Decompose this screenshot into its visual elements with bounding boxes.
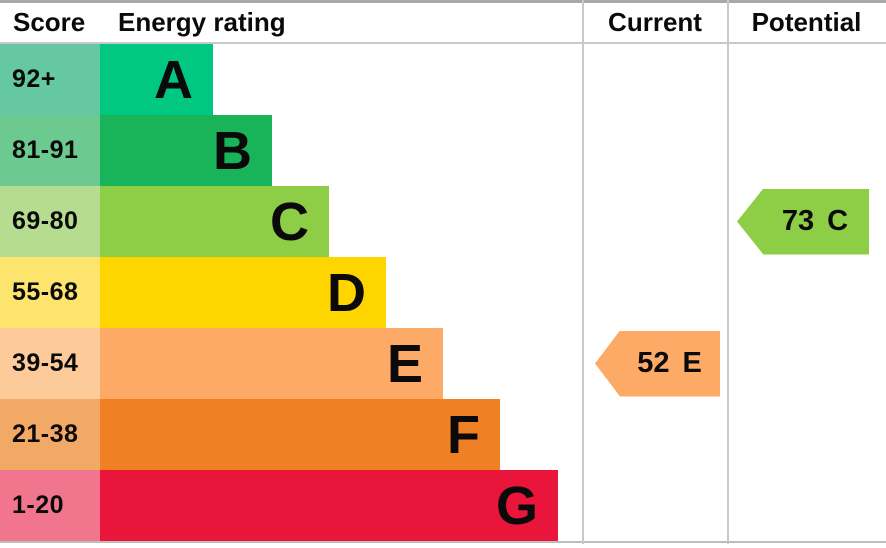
energy-band-bar-a: A [100, 44, 213, 115]
current-band-letter: E [682, 347, 702, 379]
energy-band-bar-g: G [100, 470, 558, 541]
current-column-divider [582, 0, 584, 544]
band-letter: E [386, 333, 423, 394]
score-column-header: Score [13, 7, 86, 37]
energy-band-bar-b: B [100, 115, 272, 186]
band-row-d: 55-68 D [0, 257, 558, 328]
potential-column-divider [727, 0, 729, 544]
energy-rating-column-header: Energy rating [118, 7, 286, 37]
band-row-a: 92+ A [0, 44, 558, 115]
bottom-border [0, 541, 886, 543]
potential-score-value: 73 [781, 205, 815, 237]
energy-band-bar-f: F [100, 399, 500, 470]
band-letter: A [154, 49, 193, 110]
band-letter: C [270, 191, 309, 252]
band-row-b: 81-91 B [0, 115, 558, 186]
score-range-label: 55-68 [0, 257, 100, 328]
potential-band-letter: C [827, 205, 849, 237]
header-underline [0, 42, 886, 44]
potential-column-header: Potential [751, 7, 862, 37]
score-range-label: 81-91 [0, 115, 100, 186]
score-range-label: 39-54 [0, 328, 100, 399]
band-letter: G [495, 475, 538, 536]
band-row-e: 39-54 E [0, 328, 558, 399]
band-row-g: 1-20 G [0, 470, 558, 541]
band-row-f: 21-38 F [0, 399, 558, 470]
score-range-label: 92+ [0, 44, 100, 115]
energy-band-rows: 92+ A 81-91 B 69-80 C 55-68 D 39-54 E 21-38 F 1-20 G [0, 44, 558, 541]
band-letter: B [213, 120, 252, 181]
current-rating-arrow: 52 E [595, 330, 720, 397]
current-score-value: 52 [637, 347, 670, 379]
band-letter: D [327, 262, 366, 323]
band-letter: F [447, 404, 480, 465]
top-border [0, 0, 886, 3]
energy-band-bar-d: D [100, 257, 386, 328]
score-range-label: 69-80 [0, 186, 100, 257]
energy-band-bar-e: E [100, 328, 443, 399]
current-column-header: Current [608, 7, 702, 37]
score-range-label: 1-20 [0, 470, 100, 541]
potential-rating-arrow: 73 C [737, 188, 869, 255]
energy-band-bar-c: C [100, 186, 329, 257]
band-row-c: 69-80 C [0, 186, 558, 257]
score-range-label: 21-38 [0, 399, 100, 470]
